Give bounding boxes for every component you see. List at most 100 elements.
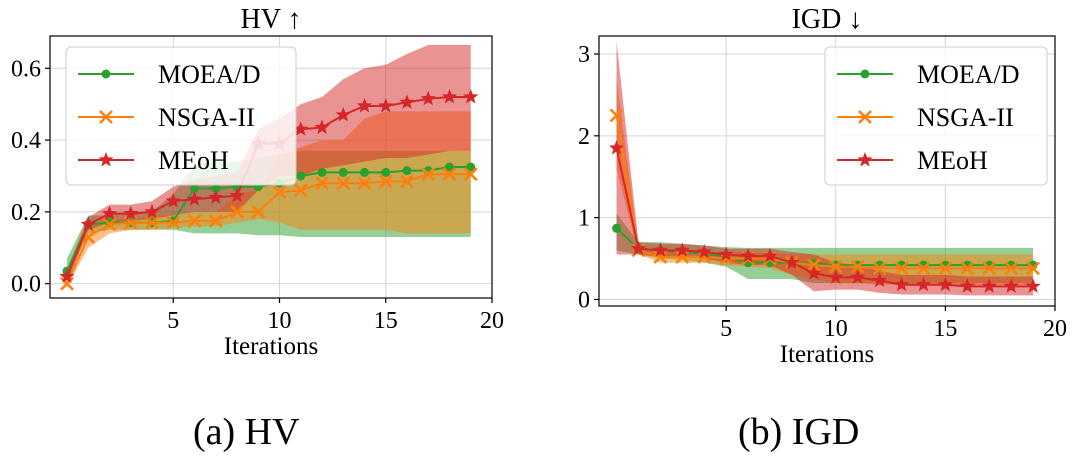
point-nsga-ii bbox=[187, 213, 202, 228]
point-meoh bbox=[937, 276, 953, 292]
chart-title-igd: IGD ↓ bbox=[792, 4, 863, 35]
plot-area-igd bbox=[608, 41, 1041, 296]
point-moea-d bbox=[445, 162, 454, 172]
x-tick-label: 10 bbox=[824, 316, 848, 342]
point-meoh bbox=[399, 94, 415, 109]
point-meoh bbox=[1003, 278, 1019, 293]
line-nsga-ii bbox=[615, 115, 1034, 270]
point-nsga-ii bbox=[982, 261, 997, 276]
point-meoh bbox=[59, 268, 75, 283]
x-axis-label-hv: Iterations bbox=[224, 333, 318, 360]
point-nsga-ii bbox=[166, 215, 181, 230]
point-nsga-ii bbox=[653, 249, 668, 264]
x-tick-label: 5 bbox=[720, 316, 732, 342]
point-nsga-ii bbox=[315, 176, 329, 191]
point-meoh bbox=[674, 242, 690, 257]
point-meoh bbox=[762, 248, 778, 263]
legend-marker-nsga-ii bbox=[858, 110, 872, 124]
line-nsga-ii bbox=[66, 173, 471, 285]
point-nsga-ii bbox=[828, 259, 843, 274]
axes-frame-igd bbox=[598, 35, 1056, 307]
legend-label-meoh: MEoH bbox=[917, 146, 988, 175]
point-meoh bbox=[144, 203, 160, 219]
point-nsga-ii bbox=[336, 176, 351, 191]
point-meoh bbox=[915, 276, 932, 292]
point-meoh bbox=[186, 191, 203, 206]
x-tick-label: 15 bbox=[933, 316, 957, 342]
point-moea-d bbox=[612, 223, 622, 233]
point-meoh bbox=[630, 240, 647, 256]
legend-box bbox=[65, 46, 297, 186]
point-nsga-ii bbox=[378, 174, 393, 189]
point-moea-d bbox=[211, 184, 221, 194]
point-meoh bbox=[850, 269, 866, 284]
point-nsga-ii bbox=[960, 261, 975, 276]
point-nsga-ii bbox=[293, 183, 308, 198]
x-tick-label: 15 bbox=[374, 308, 398, 334]
point-meoh bbox=[872, 272, 888, 288]
legend-marker-moea-d bbox=[101, 69, 111, 79]
point-meoh bbox=[981, 278, 997, 293]
markers-nsga-ii bbox=[60, 167, 478, 291]
markers-meoh bbox=[608, 140, 1041, 293]
point-meoh bbox=[123, 205, 139, 221]
point-meoh bbox=[740, 248, 756, 263]
point-meoh bbox=[165, 193, 181, 208]
point-nsga-ii bbox=[208, 213, 223, 228]
point-moea-d bbox=[466, 162, 476, 172]
point-nsga-ii bbox=[1004, 261, 1019, 276]
legend-marker-moea-d bbox=[860, 69, 870, 79]
y-tick-label: 0.6 bbox=[11, 56, 41, 82]
point-nsga-ii bbox=[230, 204, 244, 219]
point-nsga-ii bbox=[938, 261, 953, 276]
point-meoh bbox=[652, 242, 668, 257]
caption-igd: (b) IGD bbox=[738, 411, 860, 453]
caption-hv: (a) HV bbox=[193, 411, 300, 453]
point-meoh bbox=[463, 89, 479, 104]
y-tick-label: 0.2 bbox=[11, 200, 41, 226]
point-meoh bbox=[101, 205, 118, 221]
chart-title-hv: HV ↑ bbox=[241, 4, 302, 35]
x-tick-label: 20 bbox=[480, 308, 504, 334]
point-meoh bbox=[314, 119, 330, 134]
y-tick-label: 0.4 bbox=[11, 128, 41, 154]
x-tick-label: 20 bbox=[1043, 316, 1067, 342]
legend-label-nsga-ii: NSGA-II bbox=[917, 103, 1014, 132]
point-nsga-ii bbox=[102, 217, 117, 232]
legend-label-nsga-ii: NSGA-II bbox=[158, 103, 255, 132]
point-nsga-ii bbox=[850, 259, 865, 274]
point-meoh bbox=[80, 216, 96, 231]
y-tick-label: 0 bbox=[578, 287, 590, 313]
point-nsga-ii bbox=[60, 276, 74, 291]
point-nsga-ii bbox=[145, 215, 159, 230]
point-meoh bbox=[718, 246, 734, 261]
point-nsga-ii bbox=[400, 174, 414, 189]
point-meoh bbox=[378, 97, 394, 113]
legend-marker-meoh bbox=[857, 152, 873, 167]
point-meoh bbox=[356, 97, 373, 113]
point-meoh bbox=[229, 187, 245, 203]
legend-box bbox=[824, 46, 1048, 186]
legend-marker-nsga-ii bbox=[99, 110, 113, 124]
point-meoh bbox=[208, 189, 224, 204]
point-moea-d bbox=[402, 166, 412, 176]
y-tick-label: 2 bbox=[578, 124, 590, 150]
legend-label-moea-d: MOEA/D bbox=[917, 60, 1020, 89]
point-meoh bbox=[784, 254, 800, 270]
point-moea-d bbox=[190, 184, 199, 194]
x-tick-label: 10 bbox=[268, 308, 292, 334]
point-moea-d bbox=[381, 167, 391, 177]
point-meoh bbox=[293, 121, 309, 136]
point-meoh bbox=[441, 89, 458, 104]
legend-label-meoh: MEoH bbox=[158, 146, 229, 175]
axes-frame-hv bbox=[49, 35, 493, 299]
point-nsga-ii bbox=[609, 108, 624, 123]
point-nsga-ii bbox=[463, 167, 478, 182]
point-nsga-ii bbox=[421, 167, 436, 182]
point-nsga-ii bbox=[357, 176, 372, 191]
point-nsga-ii bbox=[806, 258, 821, 273]
y-tick-label: 0.0 bbox=[11, 272, 41, 298]
legend-igd: MOEA/D NSGA-II MEoH bbox=[824, 46, 1048, 186]
point-meoh bbox=[608, 140, 625, 155]
